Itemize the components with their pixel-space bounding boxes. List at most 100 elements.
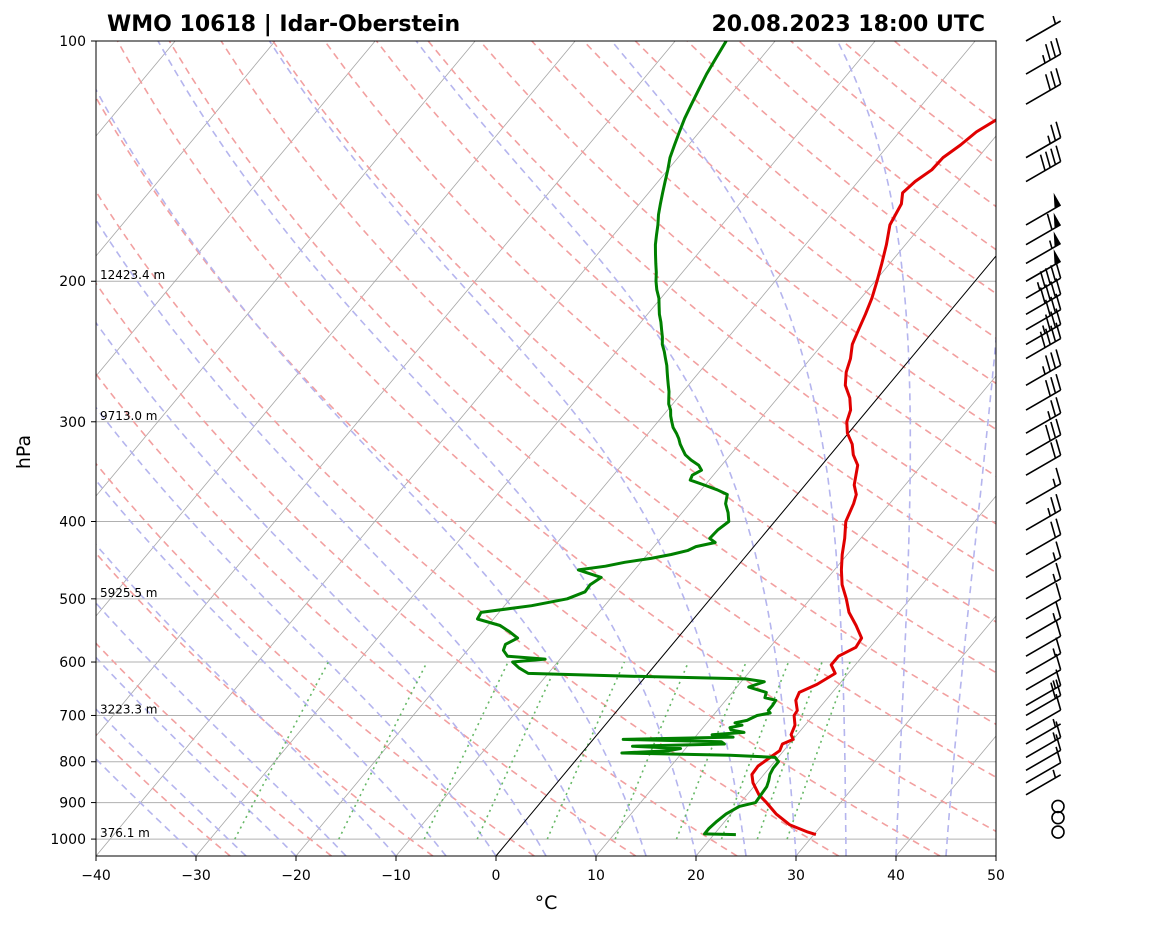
- y-tick-label: 300: [59, 415, 86, 431]
- isotherm-line: [96, 41, 576, 617]
- wind-barb: [1025, 373, 1062, 411]
- wind-barb: [1025, 418, 1062, 456]
- barb-staff: [1025, 412, 1062, 434]
- barb-full: [1050, 682, 1057, 699]
- barb-staff: [1025, 483, 1062, 505]
- dry-adiabat-line: [686, 41, 996, 295]
- dry-adiabat-line: [375, 41, 996, 574]
- barb-half: [1047, 411, 1052, 420]
- barb-staff: [1025, 509, 1062, 531]
- wind-barb: [1025, 439, 1062, 476]
- dry-adiabat-line: [479, 41, 996, 478]
- x-tick-label: 0: [492, 868, 501, 884]
- moist-adiabat-line: [268, 41, 747, 856]
- height-label: 3223.3 m: [100, 702, 158, 716]
- barb-full: [1055, 262, 1062, 279]
- barb-full: [1055, 582, 1062, 600]
- barb-staff: [1025, 694, 1062, 717]
- height-label: 12423.4 m: [100, 268, 165, 282]
- dry-adiabat-line: [168, 41, 996, 779]
- barb-flag: [1053, 231, 1061, 247]
- dry-adiabat-line: [96, 190, 840, 856]
- barb-staff: [1025, 293, 1062, 315]
- moist-adiabat-line: [96, 656, 297, 856]
- mixing-ratio-line: [786, 661, 851, 840]
- moist-adiabat-line: [96, 218, 597, 856]
- wind-barb: [1025, 653, 1062, 691]
- chart-title-datetime: 20.08.2023 18:00 UTC: [711, 12, 985, 37]
- barb-half: [1052, 573, 1057, 583]
- barb-full: [1055, 322, 1062, 339]
- barb-half: [1048, 240, 1053, 249]
- dry-adiabat-line: [583, 41, 996, 385]
- wind-barb: [1051, 825, 1065, 839]
- barb-staff: [1025, 635, 1062, 657]
- barb-full: [1050, 325, 1057, 342]
- barb-full: [1044, 151, 1052, 168]
- barb-full: [1055, 620, 1062, 637]
- dry-adiabat-line: [842, 41, 996, 165]
- zero-isotherm-line: [495, 255, 996, 856]
- dry-adiabat-line: [220, 41, 996, 726]
- barb-full: [1044, 299, 1052, 316]
- barb-half: [1036, 282, 1041, 291]
- barb-staff: [1025, 160, 1062, 183]
- barb-full: [1050, 148, 1057, 165]
- moist-adiabat-line: [96, 406, 497, 856]
- isotherm-line: [96, 41, 476, 497]
- barb-full: [1055, 37, 1062, 55]
- barb-full: [1050, 421, 1057, 439]
- moist-adiabat-line: [415, 41, 797, 856]
- mixing-ratio-line: [476, 661, 559, 840]
- barb-full: [1055, 145, 1062, 162]
- barb-staff: [1025, 617, 1062, 639]
- wind-barb: [1051, 810, 1065, 825]
- barb-full: [1055, 349, 1062, 366]
- mixing-ratio-line: [614, 661, 690, 840]
- wind-barb: [1025, 262, 1062, 299]
- wind-barb: [1051, 799, 1065, 814]
- barb-full: [1055, 653, 1062, 670]
- barb-staff: [1025, 20, 1062, 42]
- barb-half: [1047, 507, 1052, 517]
- wind-barb: [1025, 718, 1062, 745]
- height-label: 5925.5 m: [100, 586, 158, 600]
- wind-barb: [1025, 231, 1062, 265]
- barb-full: [1055, 373, 1062, 391]
- isotherm-line: [96, 41, 676, 737]
- barb-half: [1052, 15, 1057, 25]
- wind-barb: [1025, 145, 1062, 183]
- barb-half: [1052, 552, 1057, 561]
- isotherm-line: [0, 41, 75, 856]
- barb-half: [1052, 769, 1057, 779]
- barb-staff: [1025, 323, 1062, 346]
- barb-staff: [1025, 136, 1062, 159]
- wind-barb: [1025, 679, 1062, 717]
- barb-full: [1050, 311, 1057, 328]
- height-label: 9713.0 m: [100, 409, 158, 423]
- barb-staff: [1025, 364, 1062, 386]
- x-tick-label: −30: [181, 868, 211, 884]
- barb-full: [1044, 284, 1052, 301]
- barb-half: [1052, 718, 1057, 728]
- dry-adiabat-line: [96, 552, 434, 856]
- barb-full: [1039, 287, 1046, 304]
- barb-staff: [1025, 762, 1062, 784]
- barb-half: [1052, 478, 1057, 487]
- isotherm-line: [195, 41, 876, 856]
- wind-barb: [1025, 562, 1062, 600]
- x-tick-label: −40: [81, 868, 111, 884]
- barb-full: [1055, 68, 1062, 85]
- wind-barb: [1025, 620, 1062, 657]
- moist-adiabat-line: [96, 543, 397, 856]
- barb-staff: [1025, 337, 1062, 360]
- barb-half: [1052, 680, 1057, 689]
- y-tick-label: 700: [59, 708, 86, 724]
- barb-full: [1050, 376, 1057, 394]
- wind-barbs: [1025, 15, 1065, 839]
- dry-adiabat-line: [116, 41, 996, 833]
- wind-barb: [1025, 397, 1062, 434]
- wind-barb: [1025, 293, 1062, 331]
